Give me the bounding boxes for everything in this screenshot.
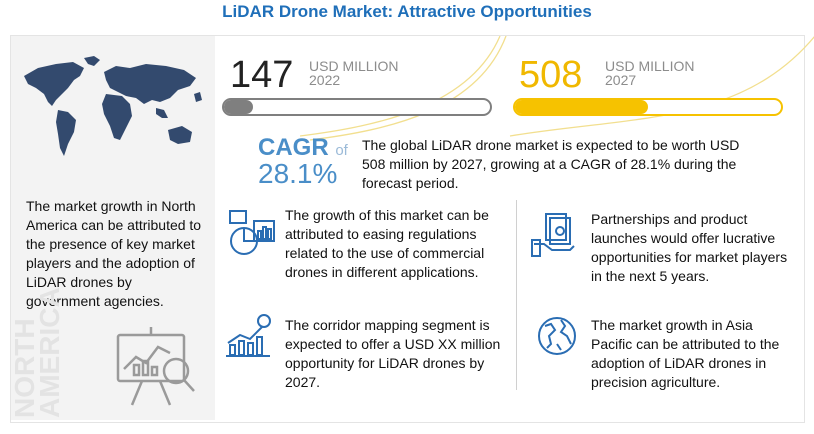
presentation-board-icon (116, 327, 195, 406)
region-label-line2: AMERICA (34, 287, 65, 418)
growth-chart-icon (226, 314, 271, 357)
world-map-icon (24, 56, 202, 156)
end-value: 508 (519, 54, 583, 96)
market-summary: The global LiDAR drone market is expecte… (362, 137, 740, 191)
start-year: 2022 (309, 72, 341, 88)
end-progress-fill (515, 100, 648, 114)
infographic-frame (10, 35, 805, 423)
end-unit: USD MILLION (605, 58, 695, 74)
start-progress-fill (224, 100, 254, 114)
cagr-label: CAGR of (258, 134, 348, 162)
globe-icon (538, 317, 576, 355)
start-unit: USD MILLION (309, 58, 399, 74)
start-progress-bar (222, 98, 492, 116)
money-hand-icon (531, 213, 575, 257)
end-progress-bar (513, 98, 783, 116)
cagr-label-text: CAGR (258, 134, 329, 161)
column-divider (516, 200, 517, 390)
analytics-icon (229, 210, 275, 255)
cagr-value: 28.1% (258, 158, 338, 189)
start-value: 147 (230, 54, 294, 96)
insight-text-4: The market growth in Asia Pacific can be… (591, 317, 780, 390)
insight-text-1: The growth of this market can be attribu… (285, 207, 489, 280)
insight-text-2: Partnerships and product launches would … (591, 211, 788, 284)
insight-text-3: The corridor mapping segment is expected… (285, 317, 501, 390)
region-label: NORTH AMERICA (9, 278, 65, 418)
page-title: LiDAR Drone Market: Attractive Opportuni… (222, 2, 592, 21)
left-panel-text: The market growth in North America can b… (26, 198, 202, 309)
cagr-of: of (335, 142, 348, 159)
end-year: 2027 (605, 72, 637, 88)
